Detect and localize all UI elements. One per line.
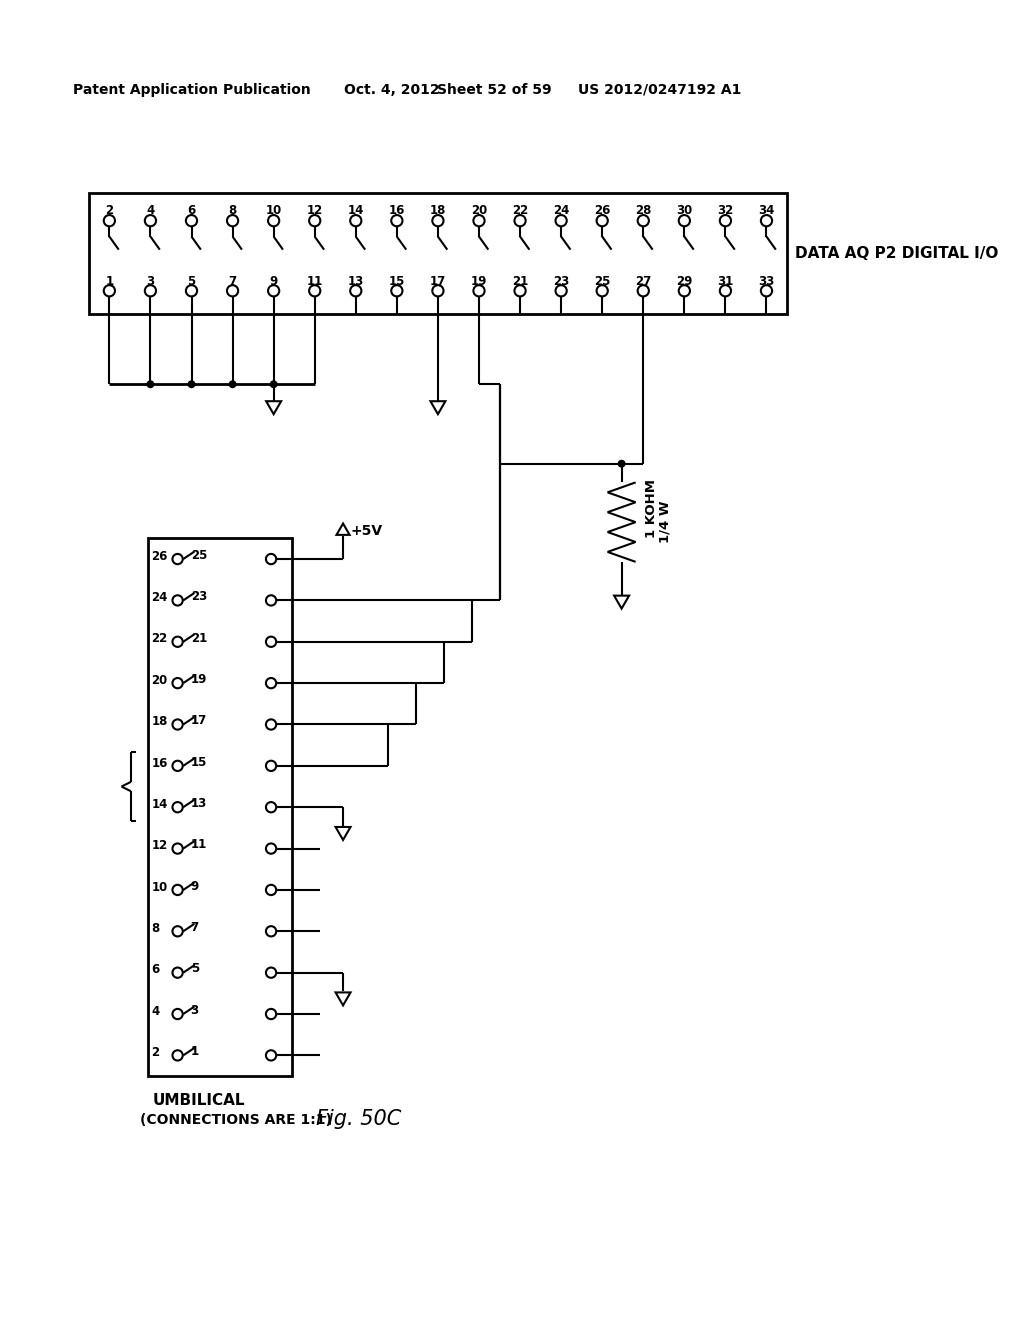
Text: 20: 20 [152,673,168,686]
Text: Oct. 4, 2012: Oct. 4, 2012 [344,83,439,96]
Text: 2: 2 [152,1045,160,1059]
Text: 6: 6 [187,203,196,216]
Text: Fig. 50C: Fig. 50C [316,1109,401,1129]
Text: 1: 1 [105,275,114,288]
Text: 31: 31 [717,275,733,288]
Text: 15: 15 [389,275,406,288]
Text: DATA AQ P2 DIGITAL I/O: DATA AQ P2 DIGITAL I/O [795,246,998,261]
Circle shape [229,381,236,388]
Text: 9: 9 [190,879,199,892]
Text: Patent Application Publication: Patent Application Publication [73,83,310,96]
Text: 22: 22 [152,632,168,645]
Text: 21: 21 [512,275,528,288]
Text: 9: 9 [269,275,278,288]
Text: 1: 1 [190,1045,199,1059]
Text: 7: 7 [228,275,237,288]
Text: 16: 16 [389,203,406,216]
Text: US 2012/0247192 A1: US 2012/0247192 A1 [578,83,741,96]
Text: UMBILICAL: UMBILICAL [153,1093,245,1107]
Text: 33: 33 [759,275,774,288]
Text: 24: 24 [152,591,168,605]
Text: 25: 25 [594,275,610,288]
Text: +5V: +5V [350,524,383,539]
Text: 13: 13 [190,797,207,810]
Circle shape [188,381,195,388]
Text: 13: 13 [348,275,364,288]
Text: 26: 26 [152,549,168,562]
Text: 20: 20 [471,203,487,216]
Text: 21: 21 [190,631,207,644]
Text: 2: 2 [105,203,114,216]
Text: 30: 30 [676,203,692,216]
Text: 32: 32 [717,203,733,216]
Text: 15: 15 [190,755,207,768]
Text: 28: 28 [635,203,651,216]
Text: 22: 22 [512,203,528,216]
Text: 12: 12 [152,840,168,853]
Text: 14: 14 [347,203,364,216]
Text: 1/4 W: 1/4 W [659,500,672,544]
Text: 19: 19 [190,673,207,686]
Text: 25: 25 [190,549,207,562]
Text: 8: 8 [152,921,160,935]
Text: 6: 6 [152,964,160,977]
Text: 11: 11 [190,838,207,851]
Text: 17: 17 [190,714,207,727]
Bar [89,193,787,314]
Text: 5: 5 [187,275,196,288]
Circle shape [270,381,276,388]
Text: 4: 4 [146,203,155,216]
Text: 17: 17 [430,275,446,288]
Text: 18: 18 [152,715,168,729]
Bar [147,539,292,1076]
Text: 5: 5 [190,962,199,975]
Text: 1 KOHM: 1 KOHM [645,479,658,537]
Text: 29: 29 [676,275,692,288]
Text: 27: 27 [635,275,651,288]
Text: 19: 19 [471,275,487,288]
Text: 34: 34 [759,203,775,216]
Circle shape [618,461,625,467]
Text: Sheet 52 of 59: Sheet 52 of 59 [437,83,552,96]
Text: 14: 14 [152,797,168,810]
Text: 12: 12 [306,203,323,216]
Text: 3: 3 [146,275,155,288]
Text: 18: 18 [430,203,446,216]
Text: 24: 24 [553,203,569,216]
Text: 4: 4 [152,1005,160,1018]
Text: (CONNECTIONS ARE 1:1): (CONNECTIONS ARE 1:1) [140,1113,332,1127]
Text: 10: 10 [152,880,168,894]
Text: 8: 8 [228,203,237,216]
Circle shape [147,381,154,388]
Text: 10: 10 [265,203,282,216]
Text: 11: 11 [306,275,323,288]
Text: 26: 26 [594,203,610,216]
Text: 7: 7 [190,921,199,935]
Text: 23: 23 [553,275,569,288]
Text: 23: 23 [190,590,207,603]
Text: 16: 16 [152,756,168,770]
Text: 3: 3 [190,1003,199,1016]
